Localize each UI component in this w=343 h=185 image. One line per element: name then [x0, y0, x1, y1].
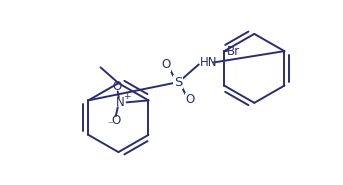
Text: +: + [123, 92, 130, 101]
Text: O: O [111, 114, 120, 127]
Text: O: O [112, 80, 121, 93]
Text: HN: HN [200, 56, 217, 69]
Text: O: O [162, 58, 171, 71]
Text: S: S [174, 76, 182, 89]
Text: ⁻: ⁻ [107, 120, 113, 130]
Text: N: N [116, 96, 125, 109]
Text: Br: Br [227, 45, 240, 58]
Text: O: O [185, 93, 194, 106]
